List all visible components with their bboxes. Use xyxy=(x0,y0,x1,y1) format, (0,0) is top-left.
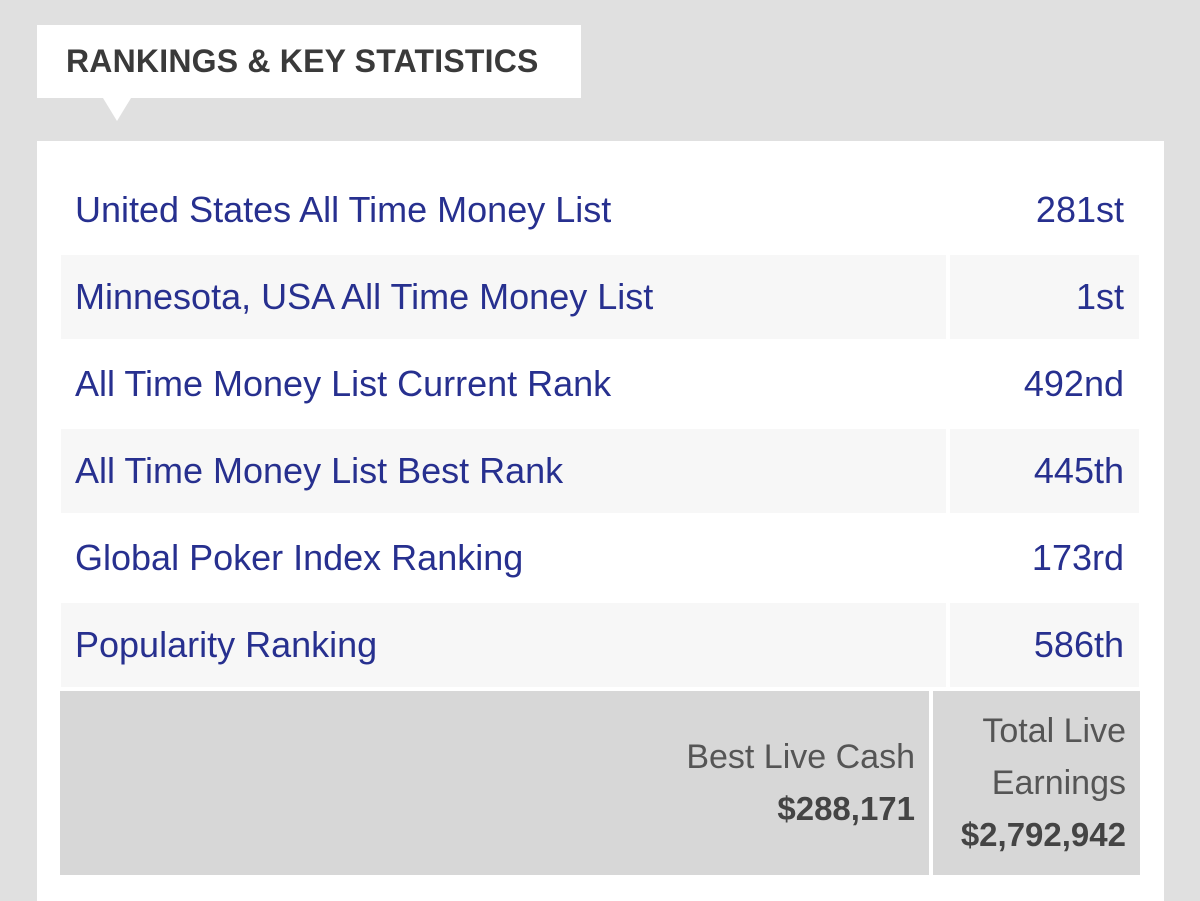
ranking-value[interactable]: 445th xyxy=(950,429,1139,513)
earnings-summary: Best Live Cash $288,171 Total Live Earni… xyxy=(60,691,1140,875)
section-title: RANKINGS & KEY STATISTICS xyxy=(66,43,539,79)
ranking-value[interactable]: 1st xyxy=(950,255,1139,339)
ranking-value[interactable]: 173rd xyxy=(1031,537,1124,578)
ranking-row-us-money-list: United States All Time Money List 281st xyxy=(61,168,1139,252)
total-live-earnings-amount: $2,792,942 xyxy=(960,816,1126,853)
total-live-earnings-cell: Total Live Earnings $2,792,942 xyxy=(933,691,1140,875)
best-live-cash-amount: $288,171 xyxy=(777,790,915,827)
ranking-row-popularity: Popularity Ranking 586th xyxy=(61,603,1139,687)
rankings-panel: United States All Time Money List 281st … xyxy=(37,141,1164,901)
ranking-label[interactable]: Minnesota, USA All Time Money List xyxy=(61,255,946,339)
ranking-value[interactable]: 281st xyxy=(1035,189,1124,230)
best-live-cash-cell: Best Live Cash $288,171 xyxy=(60,691,929,875)
ranking-label[interactable]: United States All Time Money List xyxy=(75,189,612,230)
total-live-earnings-label: Total Live Earnings xyxy=(982,712,1126,802)
ranking-row-best-rank: All Time Money List Best Rank 445th xyxy=(61,429,1139,513)
ranking-label[interactable]: Global Poker Index Ranking xyxy=(75,537,524,578)
rankings-table: United States All Time Money List 281st … xyxy=(61,168,1139,690)
ranking-value[interactable]: 586th xyxy=(950,603,1139,687)
best-live-cash-label: Best Live Cash xyxy=(686,738,915,776)
ranking-label[interactable]: Popularity Ranking xyxy=(61,603,946,687)
section-header-tab: RANKINGS & KEY STATISTICS xyxy=(37,25,581,121)
ranking-row-minnesota-money-list: Minnesota, USA All Time Money List 1st xyxy=(61,255,1139,339)
ranking-row-current-rank: All Time Money List Current Rank 492nd xyxy=(61,342,1139,426)
ranking-value[interactable]: 492nd xyxy=(1023,363,1124,404)
ranking-label[interactable]: All Time Money List Current Rank xyxy=(75,363,612,404)
tab-pointer-icon xyxy=(103,98,131,121)
ranking-row-gpi: Global Poker Index Ranking 173rd xyxy=(61,516,1139,600)
ranking-label[interactable]: All Time Money List Best Rank xyxy=(61,429,946,513)
